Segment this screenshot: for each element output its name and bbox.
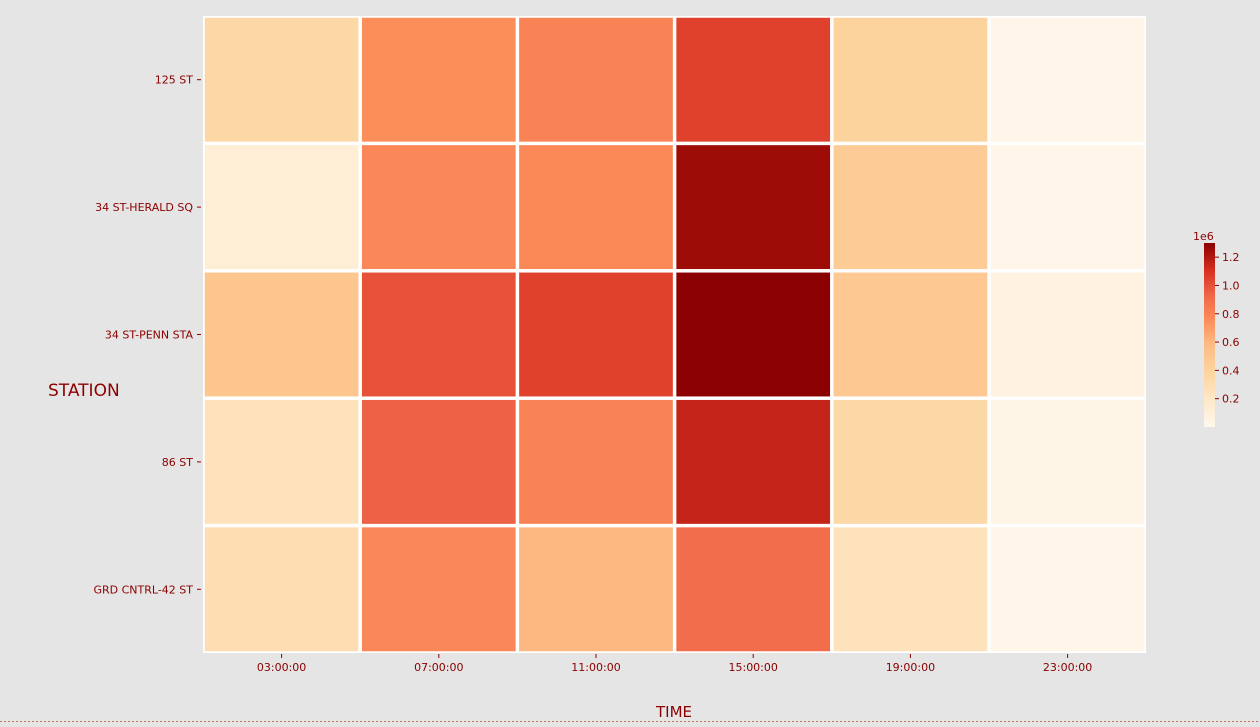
heatmap-cell — [360, 525, 518, 653]
colorbar-tick-label: 0.8 — [1222, 308, 1240, 321]
colorbar-tick-label: 0.4 — [1222, 364, 1240, 377]
heatmap-cell — [517, 271, 675, 398]
heatmap-cell — [674, 525, 832, 653]
heatmap-cell — [832, 16, 989, 144]
x-tick-label: 23:00:00 — [1043, 661, 1092, 674]
heatmap-cell — [674, 271, 832, 398]
heatmap-cell — [203, 271, 360, 398]
colorbar-tick-label: 0.6 — [1222, 336, 1240, 349]
heatmap-cell — [674, 16, 832, 144]
x-axis-ticks: 03:00:00 07:00:00 11:00:00 15:00:00 19:00:00… — [257, 654, 1092, 674]
heatmap-cell — [989, 398, 1146, 526]
colorbar-gradient — [1204, 243, 1215, 427]
x-tick-label: 15:00:00 — [728, 661, 777, 674]
x-tick-label: 19:00:00 — [886, 661, 935, 674]
heatmap-cells — [203, 16, 1146, 653]
heatmap-cell — [517, 398, 675, 526]
heatmap-cell — [203, 16, 360, 144]
y-tick-label: 125 ST — [155, 74, 193, 87]
heatmap-cell — [203, 143, 360, 271]
heatmap-cell — [517, 525, 675, 653]
x-tick-label: 03:00:00 — [257, 661, 306, 674]
plot-area-background — [203, 16, 1146, 653]
heatmap-cell — [360, 398, 518, 526]
colorbar-ticks: 0.2 0.4 0.6 0.8 1.0 1.2 — [1215, 251, 1240, 406]
heatmap-cell — [203, 398, 360, 526]
y-axis-label: STATION — [48, 381, 120, 401]
colorbar: 1e6 0.2 0.4 0.6 0.8 1.0 1.2 — [1193, 230, 1240, 427]
heatmap-cell — [989, 525, 1146, 653]
heatmap-cell — [517, 143, 675, 271]
heatmap-cell — [989, 143, 1146, 271]
heatmap-cell — [360, 16, 518, 144]
colorbar-tick-label: 0.2 — [1222, 393, 1240, 406]
colorbar-offset-label: 1e6 — [1193, 230, 1214, 243]
x-tick-label: 11:00:00 — [571, 661, 620, 674]
heatmap-cell — [360, 271, 518, 398]
heatmap-cell — [832, 398, 989, 526]
y-axis-ticks: 125 ST 34 ST-HERALD SQ 34 ST-PENN STA 86 ST… — [93, 74, 201, 596]
heatmap-cell — [832, 525, 989, 653]
y-tick-label: 34 ST-PENN STA — [105, 329, 194, 342]
x-axis-label: TIME — [655, 703, 692, 721]
heatmap-cell — [517, 16, 675, 144]
heatmap-cell — [360, 143, 518, 271]
colorbar-tick-label: 1.0 — [1222, 279, 1240, 292]
heatmap-cell — [674, 398, 832, 526]
heatmap-cell — [832, 271, 989, 398]
colorbar-tick-label: 1.2 — [1222, 251, 1240, 264]
x-tick-label: 07:00:00 — [414, 661, 463, 674]
heatmap-cell — [832, 143, 989, 271]
heatmap-cell — [989, 271, 1146, 398]
heatmap-cell — [989, 16, 1146, 144]
y-tick-label: 34 ST-HERALD SQ — [95, 201, 193, 214]
heatmap-cell — [203, 525, 360, 653]
y-tick-label: GRD CNTRL-42 ST — [93, 583, 193, 596]
y-tick-label: 86 ST — [162, 456, 193, 469]
heatmap-cell — [674, 143, 832, 271]
